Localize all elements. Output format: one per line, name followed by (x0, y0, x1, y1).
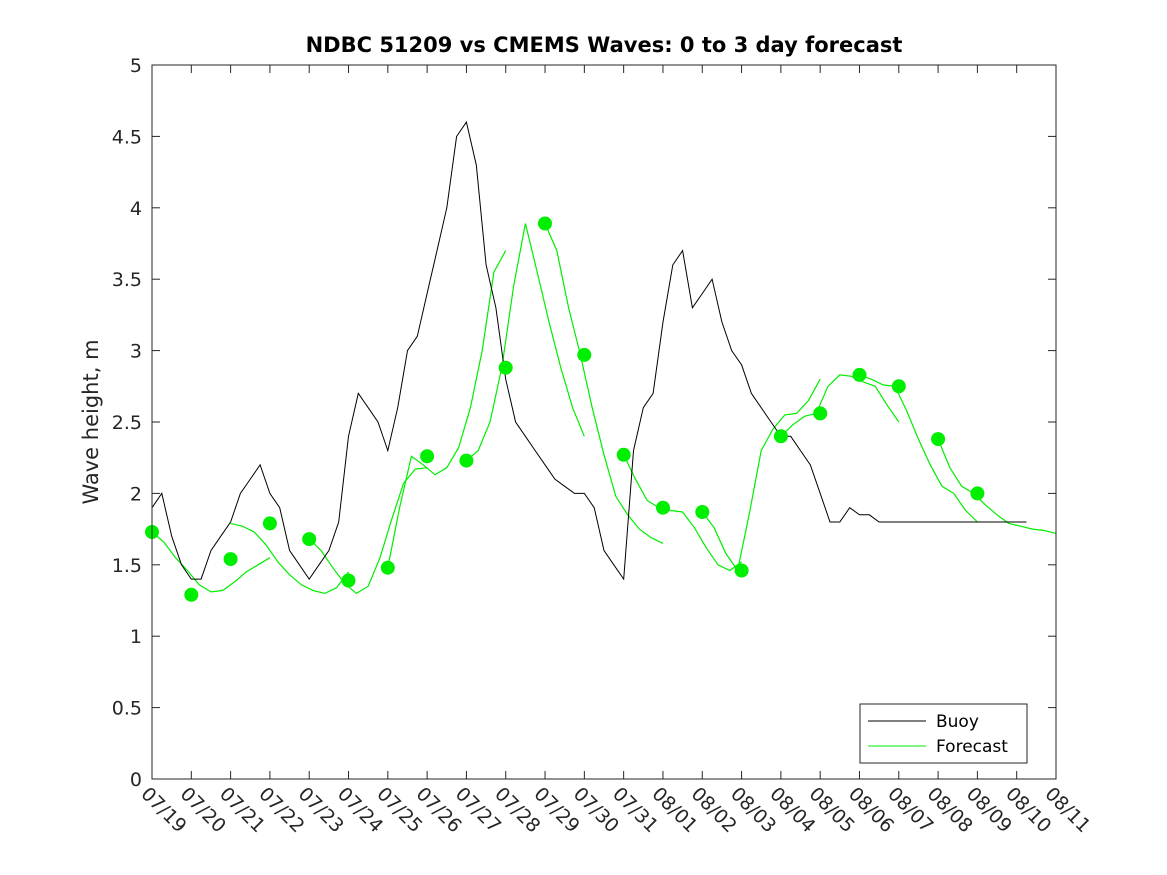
forecast-marker (813, 406, 828, 421)
y-axis: 0 0.5 1 1.5 2 2.5 3 3.5 4 4.5 5 (112, 55, 1056, 791)
forecast-run-line (466, 223, 585, 462)
forecast-marker (223, 552, 238, 567)
legend-box (859, 703, 1028, 764)
legend-forecast-label: Forecast (936, 737, 1008, 757)
forecast-run-line (937, 438, 1057, 534)
forecast-marker (852, 367, 867, 382)
forecast-marker (262, 516, 277, 531)
forecast-marker (891, 379, 906, 394)
forecast-marker (184, 587, 199, 602)
legend: Buoy Forecast (859, 703, 1028, 764)
forecast-run-line (230, 522, 349, 595)
plot-area (152, 65, 1056, 779)
forecast-marker (656, 500, 670, 515)
forecast-run-line (151, 531, 271, 593)
y-tick-label: 0 (130, 769, 142, 791)
forecast-marker (341, 573, 356, 588)
forecast-marker (420, 449, 435, 464)
y-tick-label: 2.5 (112, 412, 142, 434)
forecast-marker (302, 532, 317, 547)
y-tick-label: 2 (130, 483, 142, 505)
forecast-marker (734, 563, 749, 578)
y-tick-label: 3 (130, 341, 142, 363)
y-tick-label: 1.5 (112, 555, 142, 577)
forecast-run-line (780, 374, 900, 437)
y-tick-label: 1 (130, 626, 142, 648)
forecast-marker (380, 560, 395, 575)
y-tick-label: 4.5 (112, 126, 142, 148)
forecast-marker (695, 505, 710, 519)
forecast-marker (773, 429, 788, 444)
y-axis-label: Wave height, m (79, 339, 103, 504)
y-tick-label: 0.5 (112, 698, 142, 720)
forecast-marker (931, 432, 946, 447)
forecast-run-line (701, 378, 821, 572)
y-tick-label: 4 (130, 198, 142, 220)
y-tick-label: 5 (130, 55, 142, 77)
forecast-marker (616, 447, 631, 462)
chart-title: NDBC 51209 vs CMEMS Waves: 0 to 3 day fo… (306, 33, 903, 57)
series-layer (145, 120, 1057, 602)
forecast-marker (970, 486, 985, 501)
forecast-run-line (308, 467, 428, 595)
forecast-marker (498, 360, 513, 375)
buoy-series-line (151, 120, 1027, 581)
forecast-run-line (623, 454, 742, 572)
forecast-run-line (387, 250, 507, 568)
forecast-marker (538, 216, 552, 231)
legend-buoy-label: Buoy (936, 712, 979, 732)
y-tick-label: 3.5 (112, 269, 142, 291)
forecast-marker (577, 347, 592, 362)
forecast-marker (459, 453, 474, 468)
forecast-run-line (544, 223, 664, 544)
forecast-run-line (859, 374, 978, 523)
